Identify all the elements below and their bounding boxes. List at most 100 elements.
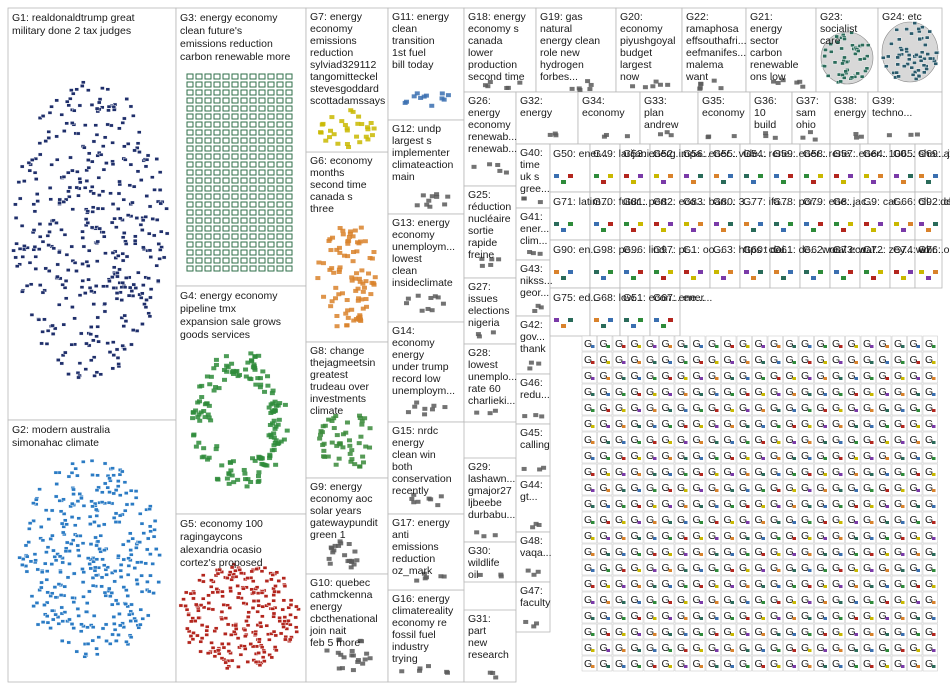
graph-node	[145, 153, 151, 158]
mini-cluster-tile: G	[891, 655, 907, 672]
graph-node	[730, 489, 734, 492]
graph-node	[474, 410, 480, 415]
graph-node	[58, 593, 64, 597]
graph-node	[204, 177, 212, 184]
graph-node	[631, 324, 636, 328]
graph-node	[894, 174, 899, 178]
mini-cluster-tile: G	[659, 623, 675, 640]
small-cluster-label: G79: ene...	[803, 196, 855, 208]
graph-node	[414, 203, 420, 208]
graph-node	[914, 53, 919, 57]
graph-node	[329, 299, 335, 304]
graph-node	[75, 169, 80, 174]
graph-node	[336, 543, 342, 548]
graph-node	[854, 617, 858, 620]
graph-node	[653, 345, 657, 348]
graph-node	[352, 462, 358, 467]
graph-node	[594, 318, 599, 322]
graph-node	[122, 480, 128, 485]
mini-cluster-label: G	[863, 338, 871, 350]
group-label-g23: G23: socialist care	[820, 11, 857, 47]
graph-node	[256, 651, 261, 655]
mini-cluster-tile: G	[922, 623, 938, 640]
graph-node	[252, 355, 258, 360]
graph-node	[17, 247, 23, 251]
mini-cluster-label: G	[894, 418, 902, 430]
graph-node	[208, 418, 214, 423]
mini-cluster-tile: G	[705, 591, 721, 608]
graph-node	[730, 585, 734, 588]
graph-node	[42, 603, 47, 607]
graph-node	[267, 265, 275, 272]
mini-cluster-label: G	[832, 658, 840, 670]
graph-node	[933, 61, 938, 66]
mini-cluster-label: G	[677, 498, 685, 510]
mini-cluster-tile: G	[891, 351, 907, 368]
graph-node	[233, 574, 239, 579]
graph-node	[282, 584, 288, 588]
graph-node	[714, 174, 719, 178]
graph-node	[37, 116, 43, 120]
graph-node	[147, 204, 153, 209]
graph-node	[360, 454, 366, 459]
graph-node	[249, 569, 255, 574]
mini-cluster-tile: G	[690, 543, 706, 560]
graph-node	[653, 457, 657, 460]
graph-node	[122, 347, 127, 352]
node-cluster-g45	[521, 465, 547, 472]
graph-node	[122, 313, 127, 318]
graph-node	[204, 225, 212, 232]
graph-node	[839, 585, 843, 588]
mini-cluster-tile: G	[783, 559, 799, 576]
mini-cluster-label: G	[770, 610, 778, 622]
graph-node	[233, 623, 238, 628]
graph-node	[288, 613, 293, 617]
mini-cluster-label: G	[817, 386, 825, 398]
graph-node	[896, 74, 901, 79]
graph-node	[35, 192, 40, 196]
mini-cluster-label: G	[600, 370, 608, 382]
graph-node	[76, 614, 81, 618]
graph-node	[495, 162, 501, 167]
graph-node	[102, 301, 108, 306]
mini-cluster-tile: G	[628, 623, 644, 640]
graph-node	[637, 537, 641, 540]
graph-node	[606, 489, 610, 492]
graph-node	[777, 393, 781, 396]
graph-node	[20, 289, 25, 294]
graph-node	[698, 81, 704, 86]
graph-node	[29, 594, 35, 598]
mini-cluster-label: G	[708, 642, 716, 654]
mini-cluster-tile: G	[612, 335, 628, 352]
graph-node	[839, 425, 843, 428]
graph-node	[267, 105, 275, 112]
graph-node	[761, 505, 765, 508]
graph-node	[322, 454, 328, 459]
graph-node	[788, 174, 793, 178]
graph-node	[71, 492, 76, 496]
mini-cluster-label: G	[848, 450, 856, 462]
graph-node	[427, 204, 433, 209]
graph-node	[653, 361, 657, 364]
graph-node	[130, 536, 135, 541]
mini-cluster-tile: G	[829, 575, 845, 592]
mini-cluster-label: G	[739, 562, 747, 574]
graph-node	[758, 270, 763, 274]
mini-cluster-label: G	[770, 450, 778, 462]
graph-node	[354, 134, 360, 139]
mini-cluster-label: G	[646, 610, 654, 622]
graph-node	[367, 656, 373, 661]
graph-node	[195, 201, 203, 208]
graph-node	[29, 313, 35, 317]
group-label-g41: G41: ener... clim...	[520, 211, 549, 247]
graph-node	[186, 89, 194, 96]
graph-node	[345, 308, 351, 313]
graph-node	[838, 79, 843, 84]
graph-node	[213, 257, 221, 264]
graph-node	[228, 586, 233, 590]
graph-node	[334, 433, 340, 438]
mini-cluster-label: G	[693, 610, 701, 622]
mini-cluster-tile: G	[922, 591, 938, 608]
mini-cluster-tile: G	[643, 575, 659, 592]
mini-cluster-tile: G	[612, 591, 628, 608]
